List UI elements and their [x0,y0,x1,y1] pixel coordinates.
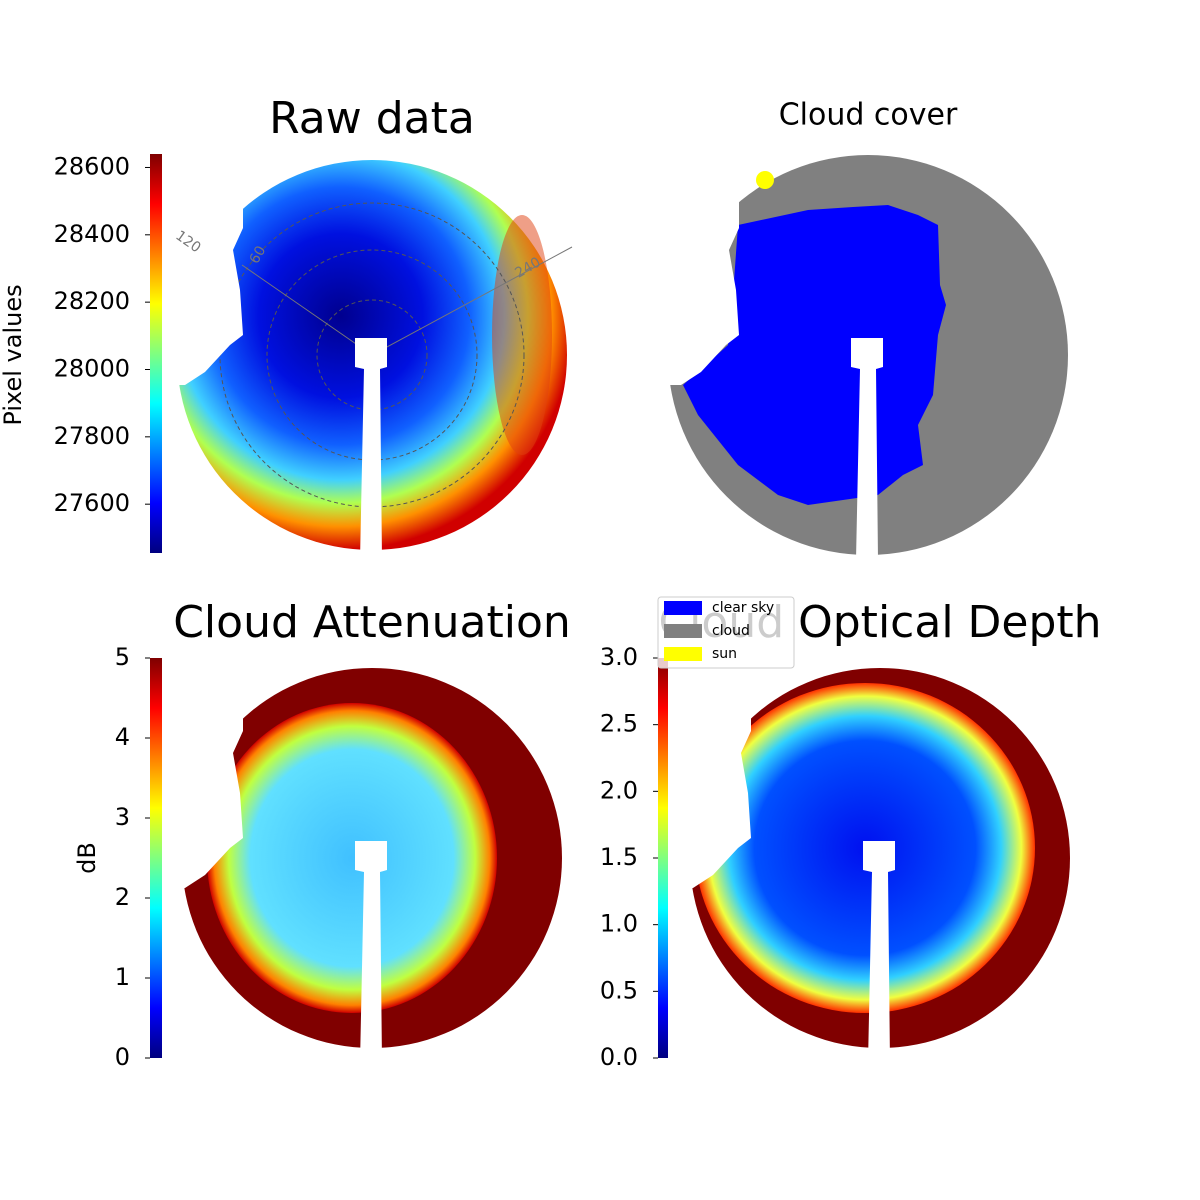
colorbar [658,658,668,1058]
panel-title: Cloud Attenuation [173,597,571,648]
colorbar-tick-label: 27800 [54,422,130,450]
colorbar-label: dB [73,842,101,874]
colorbar-tick-label: 4 [115,723,130,751]
polar-grid-label: 60 [247,243,270,266]
colorbar-tick-label: 0 [115,1043,130,1071]
colorbar-tick-label: 28000 [54,354,130,382]
colorbar-tick-label: 3 [115,803,130,831]
colorbar-tick-label: 2.0 [600,776,638,804]
colorbar-tick-label: 2 [115,883,130,911]
colorbar-tick-label: 1.5 [600,843,638,871]
legend-swatch [664,647,702,661]
colorbar-tick-label: 1.0 [600,910,638,938]
legend-label: sun [712,646,737,662]
colorbar-tick-label: 0.0 [600,1043,638,1071]
attenuation-image [162,648,562,1063]
colorbar-tick-label: 0.5 [600,976,638,1004]
colorbar [150,154,162,553]
cloud-cover-image [658,145,1068,560]
legend-label: cloud [712,623,750,639]
colorbar-tick-label: 28600 [54,152,130,180]
colorbar-tick-label: 2.5 [600,710,638,738]
colorbar-tick-label: 3.0 [600,643,638,671]
legend-swatch [664,624,702,638]
panel-title: Raw data [269,93,475,144]
colorbar [150,658,162,1058]
raw-image [162,145,573,560]
legend-label: clear sky [712,600,774,616]
colorbar-tick-label: 28400 [54,220,130,248]
colorbar-tick-label: 28200 [54,287,130,315]
panel-title: Cloud cover [779,98,958,133]
colorbar-label: Pixel values [0,284,27,425]
optical-depth-image [670,648,1070,1063]
colorbar-tick-label: 5 [115,643,130,671]
legend-swatch [664,601,702,615]
colorbar-tick-label: 27600 [54,489,130,517]
colorbar-tick-label: 1 [115,963,130,991]
